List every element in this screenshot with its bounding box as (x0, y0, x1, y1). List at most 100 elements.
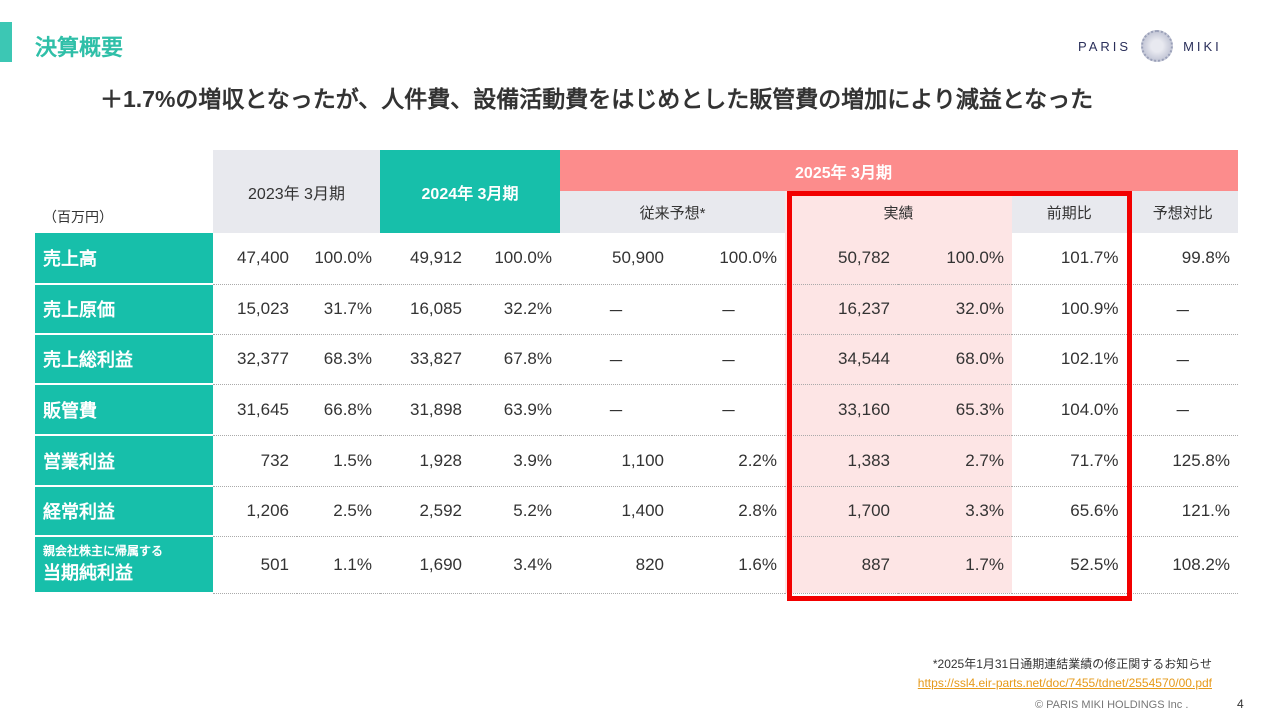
cell-yoy: 52.5% (1012, 536, 1127, 594)
cell-pa: 100.0% (898, 233, 1012, 285)
table-row: 経常利益 1,206 2.5% 2,592 5.2% 1,400 2.8% 1,700 3.3%… (35, 486, 1238, 537)
table-row: 売上原価 15,023 31.7% 16,085 32.2% －－ 16,237 32.0% 1… (35, 284, 1238, 335)
footnote-link[interactable]: https://ssl4.eir-parts.net/doc/7455/tdne… (917, 676, 1212, 690)
header-2024: 2024年 3月期 (380, 150, 560, 233)
cell-pf: － (672, 284, 785, 335)
cell-vsf: － (1126, 334, 1238, 385)
cell-v23: 1,206 (213, 486, 297, 537)
cell-p23: 2.5% (297, 486, 380, 537)
financial-summary-table: （百万円） 2023年 3月期 2024年 3月期 2025年 3月期 従来予想… (35, 150, 1238, 594)
cell-vsf: 99.8% (1126, 233, 1238, 285)
cell-vf: 50,900 (560, 233, 672, 285)
cell-p24: 63.9% (470, 384, 560, 436)
cell-p24: 3.9% (470, 435, 560, 487)
cell-pf: 1.6% (672, 536, 785, 594)
cell-va: 1,383 (785, 435, 898, 487)
cell-pf: － (672, 334, 785, 385)
header-forecast: 従来予想* (560, 191, 785, 233)
cell-vsf: － (1126, 384, 1238, 436)
cell-vf: 820 (560, 536, 672, 594)
cell-pa: 1.7% (898, 536, 1012, 594)
cell-v23: 732 (213, 435, 297, 487)
cell-yoy: 101.7% (1012, 233, 1127, 285)
highlight-box (787, 191, 1132, 601)
cell-p23: 100.0% (297, 233, 380, 285)
cell-p23: 1.5% (297, 435, 380, 487)
logo-text-right: MIKI (1183, 38, 1222, 54)
cell-v23: 15,023 (213, 284, 297, 335)
cell-p24: 5.2% (470, 486, 560, 537)
cell-p24: 3.4% (470, 536, 560, 594)
cell-pf: 2.2% (672, 435, 785, 487)
cell-va: 34,544 (785, 334, 898, 385)
table-row: 売上総利益 32,377 68.3% 33,827 67.8% －－ 34,544 68.0%… (35, 334, 1238, 385)
cell-va: 33,160 (785, 384, 898, 436)
row-label: 売上高 (35, 233, 213, 285)
cell-v23: 31,645 (213, 384, 297, 436)
cell-p23: 31.7% (297, 284, 380, 335)
cell-pa: 2.7% (898, 435, 1012, 487)
title-accent-bar (0, 22, 12, 62)
row-label-main: 売上高 (43, 249, 97, 269)
cell-yoy: 102.1% (1012, 334, 1127, 385)
header-vs-forecast: 予想対比 (1126, 191, 1238, 233)
row-label-main: 当期純利益 (43, 563, 133, 583)
cell-pf: － (672, 384, 785, 436)
row-label-main: 売上原価 (43, 300, 115, 320)
cell-vsf: 108.2% (1126, 536, 1238, 594)
headline: ＋1.7%の増収となったが、人件費、設備活動費をはじめとした販管費の増加により減… (100, 86, 1094, 112)
copyright: © PARIS MIKI HOLDINGS Inc . (1035, 699, 1189, 711)
cell-va: 1,700 (785, 486, 898, 537)
cell-v24: 16,085 (380, 284, 470, 335)
cell-v24: 1,928 (380, 435, 470, 487)
row-label-main: 経常利益 (43, 502, 115, 522)
cell-v24: 49,912 (380, 233, 470, 285)
header-2025: 2025年 3月期 (560, 150, 1127, 191)
row-label: 売上総利益 (35, 334, 213, 385)
cell-pa: 32.0% (898, 284, 1012, 335)
cell-yoy: 65.6% (1012, 486, 1127, 537)
row-label: 売上原価 (35, 284, 213, 335)
cell-va: 887 (785, 536, 898, 594)
cell-p24: 32.2% (470, 284, 560, 335)
cell-v24: 31,898 (380, 384, 470, 436)
table-row: 親会社株主に帰属する 当期純利益 501 1.1% 1,690 3.4% 820 1.6% 88… (35, 536, 1238, 594)
header-actual: 実績 (785, 191, 1012, 233)
row-label-main: 販管費 (43, 400, 97, 421)
logo-text-left: PARIS (1078, 38, 1132, 54)
cell-v23: 32,377 (213, 334, 297, 385)
cell-vsf: － (1126, 284, 1238, 335)
page-title: 決算概要 (35, 35, 124, 60)
cell-va: 50,782 (785, 233, 898, 285)
cell-vf: － (560, 334, 672, 385)
header-2025-blank (1127, 150, 1238, 191)
cell-v23: 47,400 (213, 233, 297, 285)
footnote: *2025年1月31日通期連結業績の修正関するお知らせ https://ssl4… (918, 655, 1212, 693)
cell-pa: 68.0% (898, 334, 1012, 385)
cell-p23: 66.8% (297, 384, 380, 436)
cell-vsf: 125.8% (1126, 435, 1238, 487)
header-2023: 2023年 3月期 (213, 150, 380, 233)
footnote-text: *2025年1月31日通期連結業績の修正関するお知らせ (932, 657, 1212, 671)
row-label-main: 売上総利益 (43, 350, 133, 370)
row-label: 経常利益 (35, 486, 213, 537)
table-row: 営業利益 732 1.5% 1,928 3.9% 1,100 2.2% 1,383 2.7% 71… (35, 435, 1238, 487)
cell-pf: 2.8% (672, 486, 785, 537)
cell-p24: 100.0% (470, 233, 560, 285)
cell-yoy: 100.9% (1012, 284, 1127, 335)
cell-pa: 65.3% (898, 384, 1012, 436)
cell-vf: － (560, 284, 672, 335)
cell-p24: 67.8% (470, 334, 560, 385)
table-row: 売上高 47,400 100.0% 49,912 100.0% 50,900 100.0% 5… (35, 233, 1238, 285)
cell-pf: 100.0% (672, 233, 785, 285)
cell-yoy: 71.7% (1012, 435, 1127, 487)
cell-p23: 1.1% (297, 536, 380, 594)
page-number: 4 (1237, 697, 1244, 711)
row-label: 販管費 (35, 384, 213, 436)
cell-p23: 68.3% (297, 334, 380, 385)
row-label-main: 営業利益 (43, 451, 115, 472)
cell-vf: 1,100 (560, 435, 672, 487)
row-label-sub: 親会社株主に帰属する (43, 544, 164, 558)
cell-v24: 1,690 (380, 536, 470, 594)
company-logo: PARIS MIKI (1078, 30, 1222, 62)
